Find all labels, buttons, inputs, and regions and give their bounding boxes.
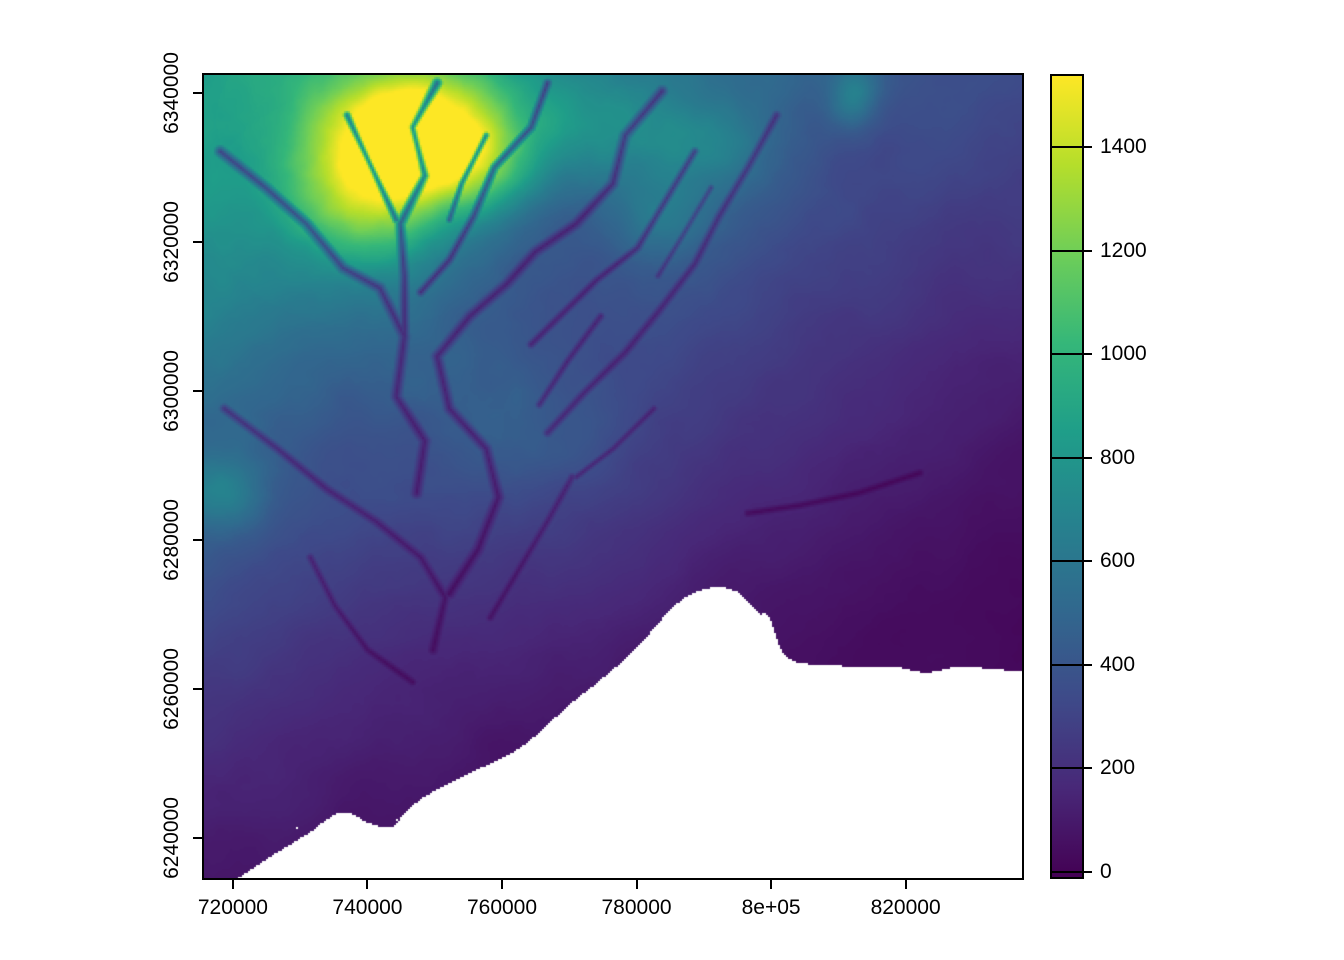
x-tick-mark [231,880,234,889]
legend-tick-line [1052,249,1082,252]
legend-tick-line [1052,663,1082,666]
legend-tick-mark [1082,767,1092,770]
legend-tick-label: 1200 [1100,238,1147,262]
y-tick-mark [193,389,202,392]
y-tick-mark [193,837,202,840]
y-tick-label: 6300000 [160,349,183,432]
legend-tick-mark [1082,663,1092,666]
legend-tick-label: 0 [1100,859,1112,883]
legend-tick-label: 200 [1100,756,1136,780]
x-tick-label: 8e+05 [741,896,801,919]
legend-gradient-bar [1050,74,1084,879]
legend-tick-line [1052,456,1082,459]
legend-tick-label: 600 [1100,549,1136,573]
legend-tick-label: 1400 [1100,135,1147,159]
x-tick-label: 760000 [466,896,538,919]
legend-tick-line [1052,560,1082,563]
legend-tick-mark [1082,870,1092,873]
x-tick-mark [770,880,773,889]
legend-tick-mark [1082,146,1092,149]
y-tick-mark [193,91,202,94]
x-tick-label: 820000 [870,896,941,919]
y-tick-label: 6320000 [160,200,183,283]
x-tick-mark [635,880,638,889]
legend-tick-label: 400 [1100,652,1136,676]
y-tick-mark [193,538,202,541]
y-tick-mark [193,240,202,243]
legend-tick-mark [1082,456,1092,459]
legend-tick-label: 1000 [1100,342,1147,366]
legend-tick-line [1052,353,1082,356]
x-tick-label: 780000 [601,896,672,919]
map-plot-area [202,73,1024,880]
legend-tick-line [1052,146,1082,149]
legend-tick-mark [1082,353,1092,356]
y-tick-label: 6260000 [160,648,183,730]
legend-tick-label: 800 [1100,445,1136,469]
y-tick-label: 6240000 [160,797,183,879]
legend-tick-line [1052,767,1082,770]
x-tick-mark [501,880,503,889]
x-tick-label: 720000 [197,896,268,919]
x-tick-mark [904,880,907,889]
legend-tick-mark [1082,249,1092,252]
legend-tick-mark [1082,560,1092,563]
elevation-raster-canvas [204,75,1022,878]
legend-tick-line [1052,870,1082,873]
y-tick-label: 6280000 [160,498,183,581]
y-tick-label: 6340000 [160,51,183,134]
x-tick-label: 740000 [332,896,403,919]
y-tick-mark [193,687,202,690]
x-tick-mark [366,880,369,889]
